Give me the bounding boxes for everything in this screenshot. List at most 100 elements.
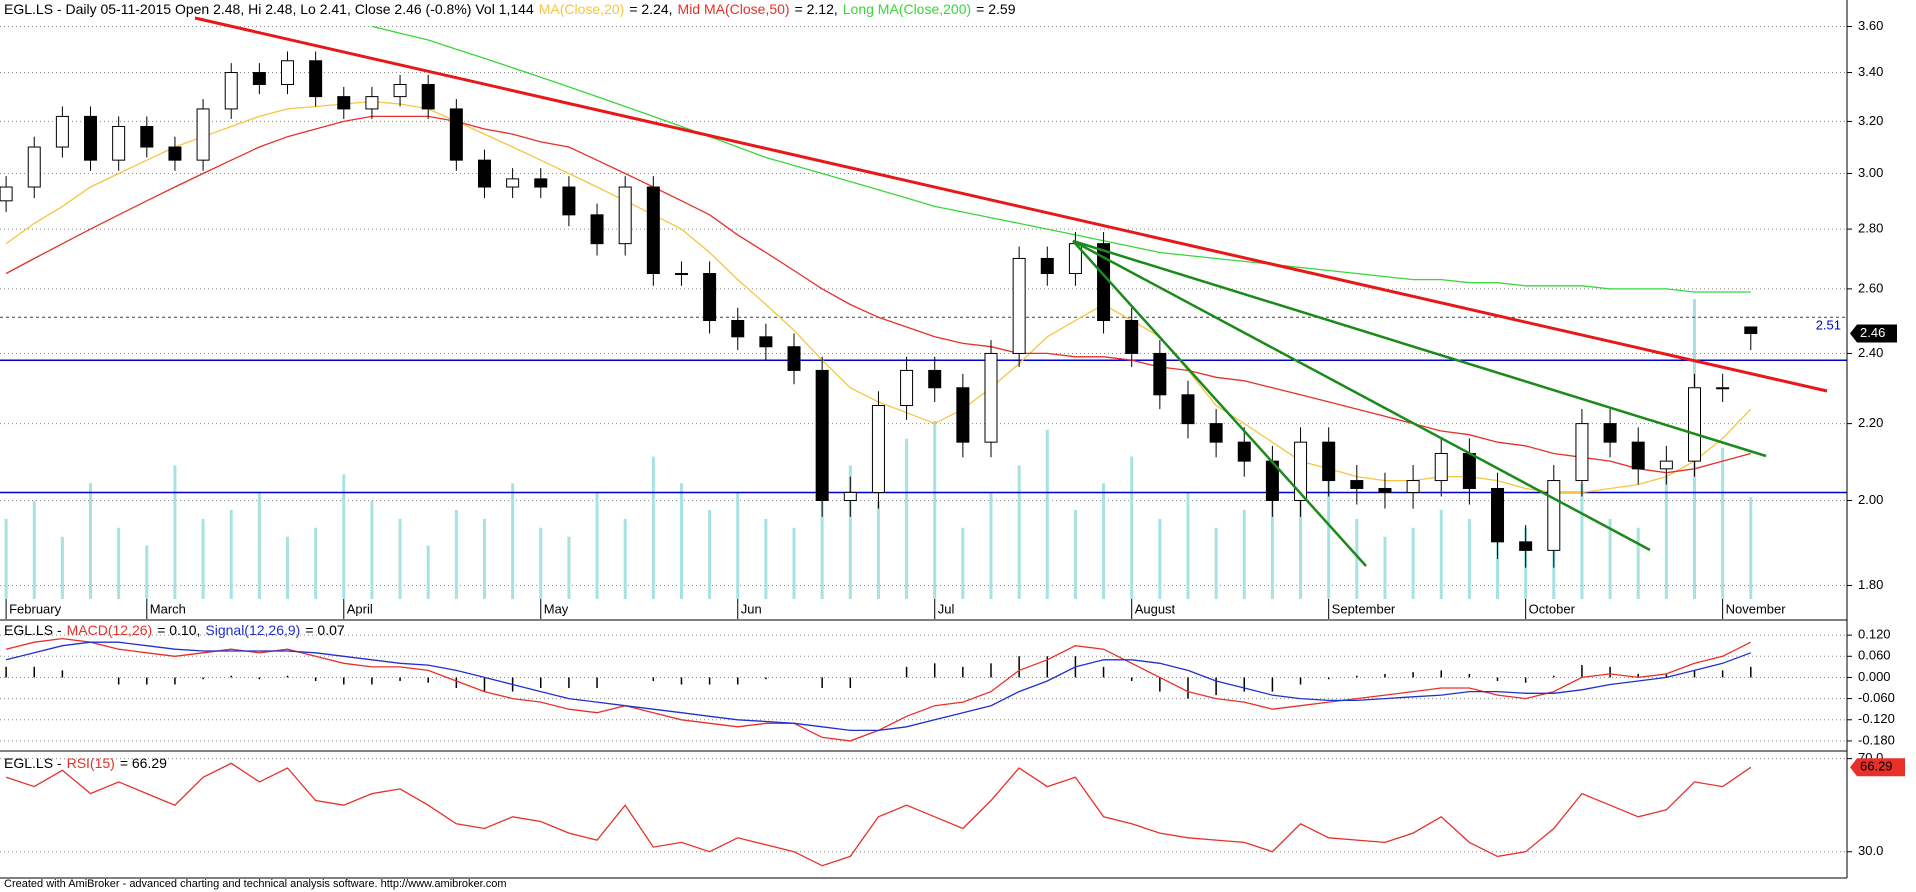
legend-value: = 2.59 (976, 1, 1016, 17)
candle-body (1575, 423, 1589, 482)
volume-bar (1580, 483, 1584, 599)
volume-bar (173, 465, 177, 599)
series-line (5, 762, 1752, 867)
legend-entry: RSI(15) (66, 755, 115, 771)
x-tick-label: September (1332, 601, 1396, 616)
last-price: 2.46 (1860, 325, 1885, 340)
legend-entry: Mid MA(Close,50) (677, 1, 790, 17)
candle-body (900, 369, 914, 406)
x-tick-label: August (1135, 601, 1176, 616)
candle-body (1716, 387, 1730, 390)
candle-body (337, 96, 351, 110)
candle-body (168, 146, 182, 161)
volume-bar (989, 492, 993, 599)
price-header: EGL.LS - Daily 05-11-2015 Open 2.48, Hi … (4, 1, 1021, 17)
y-tick-label: 2.00 (1858, 492, 1883, 507)
volume-bar (1608, 518, 1612, 599)
panel-title: EGL.LS - (4, 755, 62, 771)
y-tick-label: 0.120 (1858, 627, 1891, 642)
panel-title: EGL.LS - Daily 05-11-2015 Open 2.48, Hi … (4, 1, 534, 17)
volume-bar (651, 456, 655, 599)
candle-body (534, 178, 548, 188)
candle-body (562, 186, 576, 216)
candle-body (1491, 487, 1505, 543)
volume-bar (1411, 527, 1415, 599)
candle-body (1294, 441, 1308, 501)
volume-bar (1439, 509, 1443, 599)
volume-bar (1130, 456, 1134, 599)
candle-body (1688, 387, 1701, 462)
candle-body (140, 125, 154, 148)
y-tick-label: 2.40 (1858, 345, 1883, 360)
y-tick-label: 2.60 (1858, 280, 1883, 295)
candle-body (1237, 441, 1251, 462)
volume-bar (1102, 483, 1106, 599)
volume-bar (1383, 536, 1387, 599)
y-tick-label: -0.060 (1858, 690, 1895, 705)
volume-bar (1214, 527, 1218, 599)
last-value-box (1850, 758, 1905, 777)
candle-body (984, 352, 998, 443)
candle-body (1181, 394, 1195, 425)
y-tick-label: 3.60 (1858, 18, 1883, 33)
volume-bar (482, 518, 486, 599)
candle-body (252, 72, 266, 85)
volume-bar (201, 518, 205, 599)
candle-body (0, 186, 13, 202)
volume-bar (1749, 497, 1753, 599)
candle-body (27, 146, 41, 188)
series-line (371, 25, 1751, 293)
last-price-box (1850, 324, 1897, 343)
candle-body (731, 320, 745, 338)
x-tick-label: February (9, 601, 62, 616)
volume-bar (257, 492, 261, 599)
candle-body (956, 387, 970, 443)
candle-body (646, 186, 660, 275)
volume-bar (1299, 501, 1303, 599)
candle-body (1322, 441, 1336, 482)
last-value: 66.29 (1860, 759, 1893, 774)
candle-body (787, 346, 801, 371)
y-tick-label: 3.20 (1858, 113, 1883, 128)
volume-bar (764, 518, 768, 599)
legend-value: = 0.10, (157, 622, 201, 638)
y-tick-label: 3.00 (1858, 165, 1883, 180)
footer: Created with AmiBroker - advanced charti… (4, 878, 507, 890)
y-tick-label: 1.80 (1858, 577, 1883, 592)
volume-bar (342, 474, 346, 599)
volume-bar (1270, 474, 1274, 599)
y-tick-label: 2.20 (1858, 415, 1883, 430)
volume-bar (1186, 492, 1190, 599)
candle-body (1603, 423, 1617, 443)
macd-header: EGL.LS - MACD(12,26) = 0.10, Signal(12,26,9… (4, 622, 350, 638)
x-tick-label: Jul (938, 601, 955, 616)
candle-body (1434, 452, 1448, 482)
legend-entry: MA(Close,20) (538, 1, 625, 17)
volume-bar (314, 527, 318, 599)
volume-bar (32, 501, 36, 599)
volume-bar (679, 483, 683, 599)
candle-body (365, 96, 379, 110)
candle-body (618, 186, 632, 245)
volume-bar (876, 501, 880, 599)
trendline (194, 16, 1828, 393)
x-tick-label: Jun (741, 601, 762, 616)
candle-body (1209, 423, 1223, 443)
volume-bar (961, 527, 965, 599)
trendline (1072, 239, 1651, 552)
volume-bar (511, 483, 515, 599)
candle-body (1659, 460, 1673, 470)
candle-body (928, 369, 942, 389)
candle-body (1519, 541, 1533, 551)
volume-bar (117, 527, 121, 599)
volume-bar (1664, 474, 1668, 599)
candle-body (55, 115, 69, 148)
volume-bar (454, 509, 458, 599)
x-tick-label: October (1529, 601, 1576, 616)
legend-value: = 2.12, (794, 1, 838, 17)
volume-bar (595, 492, 599, 599)
volume-bar (426, 545, 430, 599)
trendlines (194, 16, 1828, 567)
volume-bar (398, 518, 402, 599)
